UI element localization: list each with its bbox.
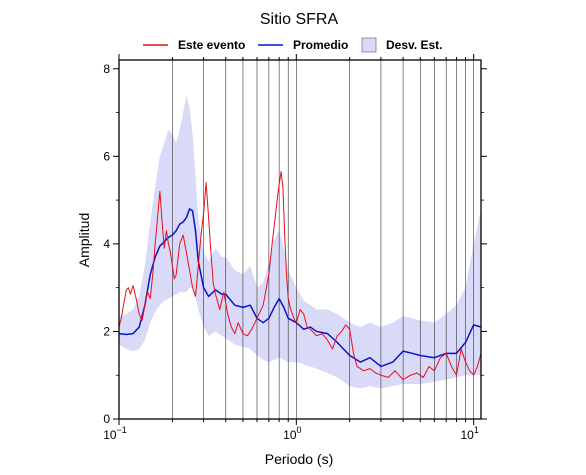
y-axis: 0 2 4 6 8 — [103, 62, 487, 426]
y-tick-label: 2 — [103, 324, 110, 338]
plot-area: 0 2 4 6 8 10−1 100 101 — [103, 54, 487, 442]
std-band — [119, 95, 481, 389]
legend-std-swatch — [361, 37, 377, 53]
x-tick-label: 101 — [460, 425, 478, 442]
y-tick-label: 6 — [103, 149, 110, 163]
legend-event-label: Este evento — [178, 38, 245, 52]
legend: Este evento Promedio Desv. Est. — [143, 37, 442, 53]
grid — [118, 60, 474, 419]
y-axis-label: Amplitud — [76, 213, 92, 267]
series-line-event — [118, 171, 482, 381]
x-axis-label: Periodo (s) — [265, 451, 333, 467]
chart-title: Sitio SFRA — [260, 11, 339, 28]
x-tick-label: 100 — [283, 425, 301, 442]
x-tick-label: 10−1 — [103, 425, 127, 442]
y-tick-label: 4 — [103, 237, 110, 251]
legend-mean-label: Promedio — [293, 38, 348, 52]
plot-frame — [118, 59, 482, 420]
y-tick-label: 8 — [103, 62, 110, 76]
y-tick-label: 0 — [103, 412, 110, 426]
legend-std-label: Desv. Est. — [386, 38, 442, 52]
